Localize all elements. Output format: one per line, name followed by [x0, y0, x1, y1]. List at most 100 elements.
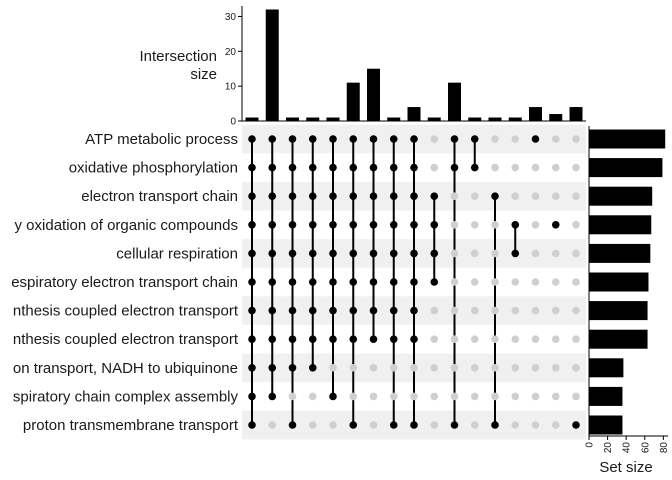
matrix-dot-active: [389, 135, 398, 143]
matrix-dot-active: [491, 421, 499, 429]
matrix-dot-active: [389, 221, 398, 229]
matrix-dot-inactive: [450, 335, 459, 344]
set-label: ATP metabolic process: [85, 131, 238, 148]
matrix-dot-active: [410, 421, 418, 429]
matrix-dot-active: [308, 221, 317, 229]
matrix-dot-inactive: [470, 421, 479, 429]
matrix-dot-active: [288, 421, 297, 429]
matrix-dot-active: [329, 163, 337, 172]
intersection-bar: [529, 107, 542, 121]
matrix-dot-inactive: [430, 364, 439, 372]
intersection-axis-title-line1: Intersection: [139, 48, 217, 65]
set-size-bar: [589, 215, 652, 235]
matrix-dot-active: [369, 249, 378, 258]
matrix-dot-active: [329, 192, 337, 200]
matrix-dot-inactive: [572, 221, 580, 229]
matrix-dot-active: [389, 306, 398, 315]
intersection-bar: [508, 117, 522, 121]
intersection-bar: [448, 82, 461, 121]
matrix-dot-active: [369, 221, 378, 229]
matrix-dot-active: [410, 192, 418, 200]
matrix-dot-inactive: [470, 221, 479, 229]
matrix-dot-active: [308, 249, 317, 258]
matrix-dot-inactive: [511, 335, 520, 344]
matrix-dot-inactive: [531, 306, 540, 315]
matrix-dot-inactive: [470, 392, 479, 401]
set-size-bar: [589, 186, 653, 206]
matrix-dot-active: [288, 306, 297, 315]
matrix-dot-active: [248, 278, 256, 286]
intersection-bar: [569, 107, 583, 121]
matrix-dot-active: [248, 335, 256, 344]
matrix-dot-active: [430, 192, 439, 200]
matrix-dot-active: [450, 135, 459, 143]
matrix-dot-active: [349, 249, 358, 258]
matrix-dot-active: [410, 306, 418, 315]
matrix-dot-active: [329, 221, 337, 229]
matrix-dot-active: [248, 364, 256, 372]
set-size-bar: [589, 243, 651, 263]
matrix-dot-inactive: [430, 306, 439, 315]
set-label: spiratory chain complex assembly: [13, 388, 239, 405]
matrix-dot-active: [329, 278, 337, 286]
matrix-dot-active: [349, 163, 358, 172]
matrix-dot-active: [288, 278, 297, 286]
intersection-bar: [346, 82, 360, 121]
matrix-dot-active: [450, 163, 459, 172]
matrix-dot-active: [389, 421, 398, 429]
matrix-dot-active: [410, 278, 418, 286]
matrix-dot-inactive: [572, 135, 580, 143]
intersection-size-axis: Intersection size 0 10 20 30: [139, 6, 586, 128]
matrix-dot-active: [349, 192, 358, 200]
set-size-bar: [589, 272, 649, 292]
matrix-dot-inactive: [450, 278, 459, 286]
matrix-dot-active: [288, 163, 297, 172]
matrix-dot-active: [430, 278, 439, 286]
matrix-dot-inactive: [511, 163, 520, 172]
matrix-dot-active: [308, 364, 317, 372]
matrix-dot-active: [329, 335, 337, 344]
matrix-dot-inactive: [268, 421, 277, 429]
matrix-dot-active: [288, 192, 297, 200]
matrix-dot-active: [248, 392, 256, 401]
set-label: nthesis coupled electron transport: [13, 331, 239, 348]
matrix-dot-active: [288, 249, 297, 258]
matrix-dot-inactive: [511, 421, 520, 429]
matrix-dot-active: [268, 306, 277, 315]
set-size-axis-tick-label: 40: [622, 442, 633, 454]
intersection-bar: [367, 68, 380, 121]
matrix-dot-inactive: [572, 249, 580, 258]
intersection-matrix: [248, 135, 580, 429]
set-label: cellular respiration: [116, 245, 238, 262]
intersection-bar: [387, 117, 401, 121]
matrix-dot-active: [268, 163, 277, 172]
matrix-dot-inactive: [511, 306, 520, 315]
matrix-dot-active: [349, 221, 358, 229]
intersection-axis-tick-label: 30: [225, 12, 237, 23]
matrix-dot-inactive: [430, 163, 439, 172]
matrix-dot-active: [248, 249, 256, 258]
matrix-dot-active: [308, 192, 317, 200]
set-size-bar: [589, 358, 624, 378]
intersection-bar: [306, 117, 320, 121]
intersection-bar: [549, 114, 563, 121]
set-size-axis-title: Set size: [599, 459, 652, 476]
intersection-bars: [245, 9, 583, 121]
matrix-dot-inactive: [551, 163, 560, 172]
matrix-dot-inactive: [511, 364, 520, 372]
matrix-dot-active: [389, 192, 398, 200]
matrix-dot-inactive: [450, 249, 459, 258]
matrix-dot-inactive: [551, 421, 560, 429]
set-size-bar: [589, 129, 666, 149]
matrix-dot-active: [329, 249, 337, 258]
matrix-dot-inactive: [369, 392, 378, 401]
matrix-dot-inactive: [491, 249, 499, 258]
matrix-dot-active: [369, 335, 378, 344]
matrix-dot-active: [308, 278, 317, 286]
matrix-dot-active: [268, 221, 277, 229]
matrix-dot-inactive: [572, 306, 580, 315]
matrix-dot-active: [369, 135, 378, 143]
matrix-dot-active: [268, 278, 277, 286]
matrix-dot-inactive: [430, 421, 439, 429]
matrix-dot-active: [349, 135, 358, 143]
